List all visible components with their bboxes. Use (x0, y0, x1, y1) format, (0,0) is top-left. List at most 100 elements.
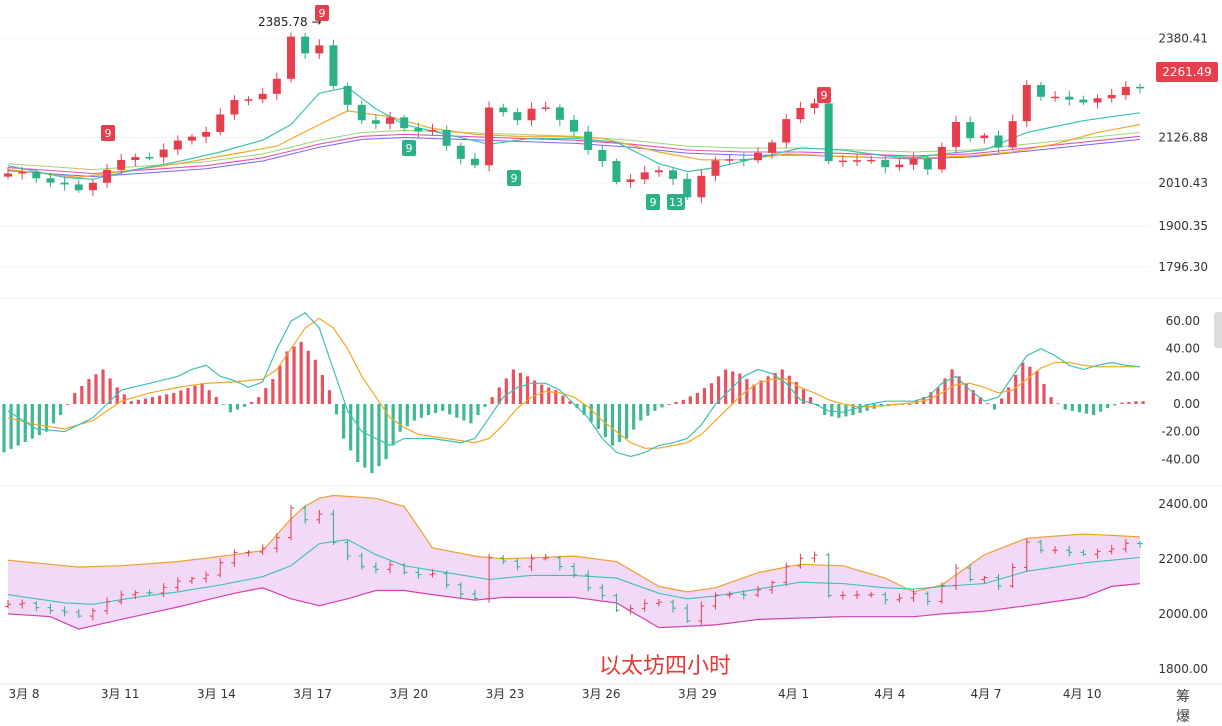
macd-dea-line (7, 317, 1140, 449)
macd-histogram-bar (653, 403, 657, 411)
macd-histogram-bar (787, 375, 791, 404)
td-up-badge-label: 9 (319, 7, 326, 20)
candle-body (301, 36, 310, 54)
chart-caption: 以太坊四小时 (598, 654, 731, 679)
macd-histogram-bar (1113, 403, 1117, 406)
macd-histogram-bar (610, 403, 615, 446)
x-tick-label: 4月 7 (970, 687, 1001, 701)
macd-histogram-bar (1106, 403, 1110, 409)
x-tick-label: 3月 14 (197, 687, 236, 701)
macd-histogram-bar (773, 372, 777, 404)
x-tick-label: 3月 20 (389, 687, 428, 701)
candle-body (1107, 95, 1116, 99)
candle-body (1022, 85, 1031, 122)
macd-histogram-bar (801, 389, 806, 404)
macd-histogram-bar (462, 403, 466, 421)
x-tick-label: 3月 29 (678, 687, 717, 701)
y-tick-label: 40.00 (1166, 342, 1200, 356)
macd-histogram-bar (1141, 401, 1145, 404)
macd-histogram-bar (752, 384, 756, 404)
macd-histogram-bar (978, 397, 982, 404)
candle-body (753, 152, 762, 161)
macd-histogram-bar (377, 403, 381, 467)
macd-histogram-bar (1134, 401, 1138, 404)
x-tick-label: 3月 17 (293, 687, 332, 701)
td-up-badge: 9 (101, 125, 115, 141)
td-up-badge-box (101, 125, 115, 141)
candle-body (584, 131, 593, 151)
td-down-badge: 13 (667, 194, 685, 210)
macd-histogram-bar (554, 390, 558, 404)
macd-histogram-bar (908, 403, 912, 405)
brand-watermark: 筹 爆 (1176, 689, 1196, 725)
td-down-badge-label: 9 (511, 172, 518, 185)
candle-body (683, 178, 692, 198)
macd-histogram-bar (964, 383, 968, 404)
macd-histogram-bar (1099, 403, 1103, 412)
candle-body (386, 117, 395, 124)
bollinger-upper-line (7, 494, 1141, 593)
y-tick-label: 60.00 (1166, 314, 1200, 328)
macd-histogram-bar (221, 403, 225, 405)
panel-resize-handle[interactable] (1214, 312, 1222, 348)
macd-histogram-bar (985, 403, 990, 405)
candle-body (202, 131, 211, 137)
candle-body (640, 172, 649, 180)
y-tick-label: 2400.00 (1158, 497, 1208, 511)
candle-body (669, 170, 678, 179)
td-up-badge-box (315, 5, 329, 21)
y-tick-label: 20.00 (1166, 369, 1200, 383)
macd-histogram-bar (780, 369, 784, 404)
candle-body (697, 175, 706, 198)
macd-histogram-bar (476, 403, 480, 416)
macd-histogram-bar (1127, 401, 1131, 404)
candle-body (442, 130, 451, 146)
macd-histogram-bar (1049, 397, 1053, 404)
td-down-badge-box (667, 194, 685, 210)
bollinger-band-fill (8, 495, 1140, 630)
macd-histogram-bar (2, 403, 6, 453)
candle-body (499, 107, 508, 113)
candle-body (485, 107, 494, 166)
td-down-badge-box (646, 194, 660, 210)
candle-body (343, 85, 352, 105)
macd-histogram-bar (1035, 370, 1039, 404)
candle-body (838, 160, 847, 163)
candle-body (272, 78, 281, 94)
candle-body (131, 157, 140, 161)
candle-body (725, 159, 734, 161)
ma-line-purple (7, 136, 1141, 178)
macd-histogram-bar (674, 401, 678, 404)
macd-histogram-bar (639, 403, 643, 421)
macd-histogram-bar (1056, 403, 1060, 405)
candle-body (32, 171, 41, 179)
candle-body (1093, 98, 1102, 103)
macd-histogram-bar (1077, 403, 1081, 413)
macd-histogram-bar (448, 403, 452, 415)
macd-histogram-bar (900, 403, 905, 405)
macd-histogram-bar (228, 403, 232, 413)
macd-histogram-bar (540, 384, 544, 404)
candle-body (46, 178, 55, 183)
candle-body (1121, 86, 1130, 96)
macd-histogram-bar (971, 390, 975, 404)
td-down-badge-box (507, 170, 521, 186)
candle-body (74, 184, 83, 191)
macd-histogram-bar (101, 369, 105, 404)
macd-histogram-bar (688, 396, 692, 404)
last-price-tag: 2261.49 (1156, 62, 1218, 82)
macd-histogram-bar (391, 403, 395, 446)
macd-histogram-bar (419, 403, 424, 418)
td-down-badge: 9 (646, 194, 660, 210)
candle-body (1065, 96, 1074, 100)
macd-histogram-bar (405, 403, 409, 427)
candle-body (895, 164, 904, 168)
candle-body (173, 140, 182, 150)
macd-histogram-bar (179, 390, 183, 404)
td-up-badge: 9 (315, 5, 329, 21)
macd-histogram-bar (285, 351, 289, 404)
macd-histogram-bar (497, 387, 501, 404)
macd-histogram-bar (108, 378, 112, 404)
candle-body (414, 128, 423, 132)
ma-line-cyan (7, 86, 1141, 180)
